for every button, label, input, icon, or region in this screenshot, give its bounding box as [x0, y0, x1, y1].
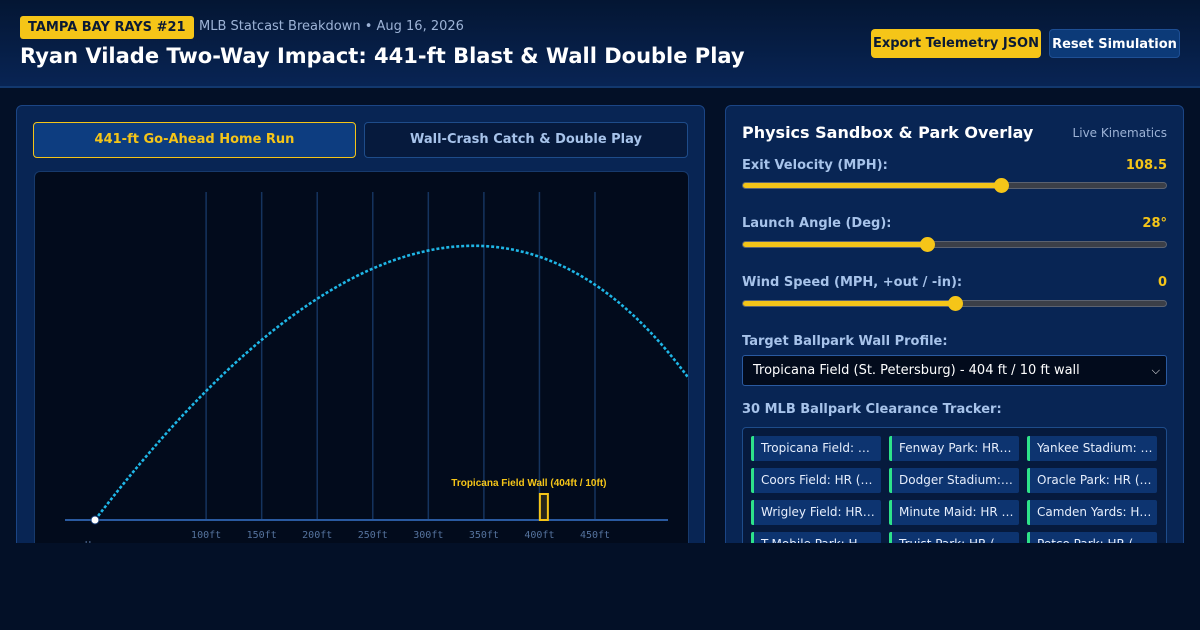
distance-tick-label: 400ft — [524, 530, 554, 541]
viewport-cutoff — [0, 543, 1200, 630]
ballpark-selected-value: Tropicana Field (St. Petersburg) - 404 f… — [753, 363, 1080, 378]
outfield-wall-label: Tropicana Field Wall (404ft / 10ft) — [451, 478, 606, 489]
ballpark-chip[interactable]: Dodger Stadium: HR (+46ft) — [889, 468, 1019, 493]
ballpark-chip[interactable]: Coors Field: HR (+26ft) — [751, 468, 881, 493]
distance-tick-label: 450ft — [580, 530, 610, 541]
ballpark-chip[interactable]: Oracle Park: HR (+42ft) — [1027, 468, 1157, 493]
chevron-down-icon: ⌵ — [1151, 364, 1160, 377]
physics-sandbox-panel: Physics Sandbox & Park Overlay Live Kine… — [725, 105, 1184, 567]
distance-tick-label: 350ft — [469, 530, 499, 541]
distance-tick-label: 150ft — [247, 530, 277, 541]
ballpark-chip[interactable]: Fenway Park: HR (+61ft) — [889, 436, 1019, 461]
distance-tick-label: 100ft — [191, 530, 221, 541]
trajectory-chart: 100ft 150ft 200ft 250ft 300ft 350ft 400ft 450ft… — [65, 192, 688, 551]
launch-angle-slider[interactable] — [742, 237, 1167, 252]
tracker-label: 30 MLB Ballpark Clearance Tracker: — [742, 402, 1002, 417]
app-header: TAMPA BAY RAYS #21 MLB Statcast Breakdow… — [0, 0, 1200, 88]
wind-speed-label: Wind Speed (MPH, +out / -in): — [742, 275, 963, 290]
wind-speed-slider[interactable] — [742, 296, 1167, 311]
ballpark-chip[interactable]: Camden Yards: HR (+33ft) — [1027, 500, 1157, 525]
export-telemetry-button[interactable]: Export Telemetry JSON — [871, 29, 1041, 58]
play-visualizer-panel: 441-ft Go-Ahead Home Run Wall-Crash Catc… — [16, 105, 705, 571]
ballpark-chip[interactable]: Tropicana Field: HR (+37ft) — [751, 436, 881, 461]
launch-angle-value: 28° — [1142, 216, 1167, 231]
breakdown-subtitle: MLB Statcast Breakdown • Aug 16, 2026 — [199, 19, 464, 34]
ballpark-select[interactable]: Tropicana Field (St. Petersburg) - 404 f… — [742, 355, 1167, 386]
ballpark-chip[interactable]: Yankee Stadium: HR (+56ft) — [1027, 436, 1157, 461]
distance-tick-label: 250ft — [358, 530, 388, 541]
live-kinematics-label: Live Kinematics — [1072, 126, 1167, 140]
slider-thumb[interactable] — [920, 237, 935, 252]
exit-velocity-slider[interactable] — [742, 178, 1167, 193]
ballpark-chip[interactable]: Minute Maid: HR (+32ft) — [889, 500, 1019, 525]
ball-trajectory-path — [93, 244, 688, 521]
slider-thumb[interactable] — [947, 296, 963, 311]
exit-velocity-value: 108.5 — [1125, 158, 1167, 173]
sandbox-title: Physics Sandbox & Park Overlay — [742, 123, 1034, 142]
wind-speed-value: 0 — [1157, 275, 1167, 290]
slider-thumb[interactable] — [994, 178, 1010, 193]
distance-tick-label: 300ft — [413, 530, 443, 541]
slider-fill — [743, 183, 1002, 188]
ballpark-select-label: Target Ballpark Wall Profile: — [742, 334, 948, 349]
tab-double-play[interactable]: Wall-Crash Catch & Double Play — [364, 122, 688, 158]
outfield-wall-marker — [538, 493, 549, 521]
exit-velocity-label: Exit Velocity (MPH): — [742, 158, 888, 173]
trajectory-field: 100ft 150ft 200ft 250ft 300ft 350ft 400ft 450ft… — [34, 171, 689, 571]
reset-simulation-button[interactable]: Reset Simulation — [1049, 29, 1180, 58]
ballpark-chip[interactable]: Wrigley Field: HR (+41ft) — [751, 500, 881, 525]
slider-fill — [743, 242, 927, 247]
page-title: Ryan Vilade Two-Way Impact: 441-ft Blast… — [20, 44, 745, 68]
tab-home-run[interactable]: 441-ft Go-Ahead Home Run — [33, 122, 356, 158]
slider-fill — [743, 301, 955, 306]
launch-angle-label: Launch Angle (Deg): — [742, 216, 892, 231]
distance-tick-label: 200ft — [302, 530, 332, 541]
home-plate-marker — [90, 515, 100, 525]
team-badge: TAMPA BAY RAYS #21 — [20, 16, 194, 39]
